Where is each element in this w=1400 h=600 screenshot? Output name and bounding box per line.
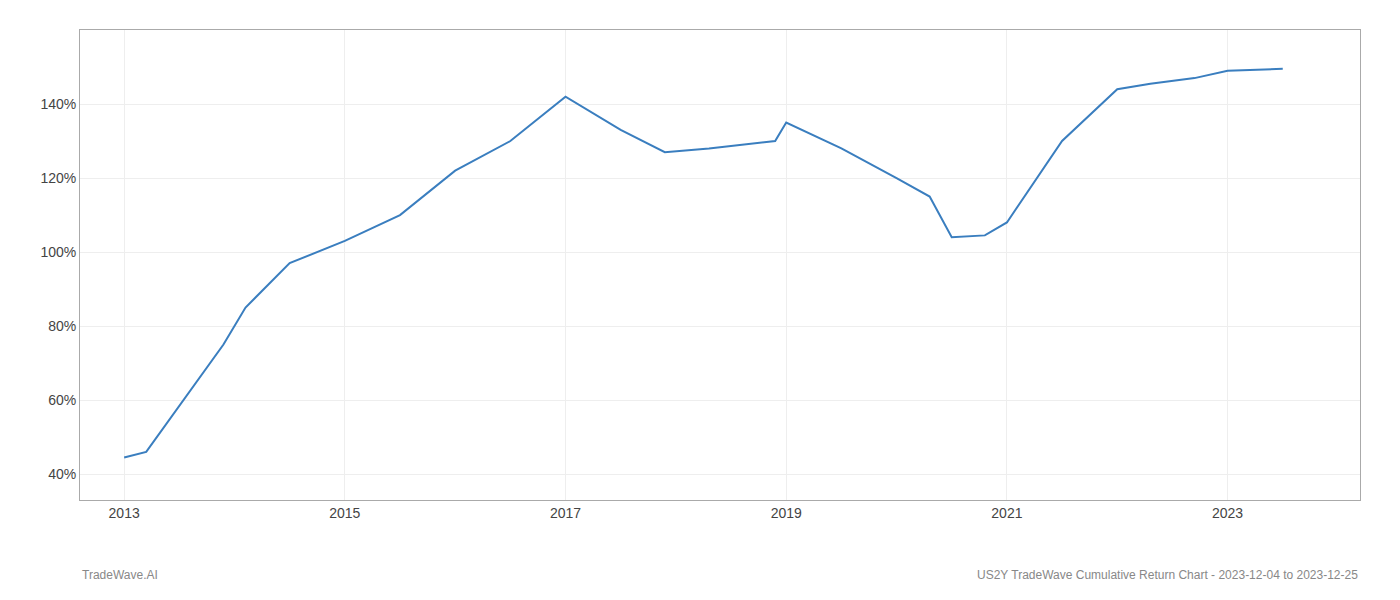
- svg-text:2017: 2017: [550, 505, 581, 521]
- svg-text:100%: 100%: [40, 244, 76, 260]
- svg-text:2019: 2019: [771, 505, 802, 521]
- svg-text:60%: 60%: [48, 392, 76, 408]
- svg-text:2023: 2023: [1212, 505, 1243, 521]
- svg-text:120%: 120%: [40, 170, 76, 186]
- svg-text:140%: 140%: [40, 96, 76, 112]
- svg-text:2015: 2015: [329, 505, 360, 521]
- svg-text:2021: 2021: [991, 505, 1022, 521]
- svg-text:2013: 2013: [109, 505, 140, 521]
- svg-text:40%: 40%: [48, 466, 76, 482]
- svg-text:80%: 80%: [48, 318, 76, 334]
- svg-text:TradeWave.AI: TradeWave.AI: [82, 568, 158, 582]
- svg-text:US2Y TradeWave Cumulative Retu: US2Y TradeWave Cumulative Return Chart -…: [977, 568, 1358, 582]
